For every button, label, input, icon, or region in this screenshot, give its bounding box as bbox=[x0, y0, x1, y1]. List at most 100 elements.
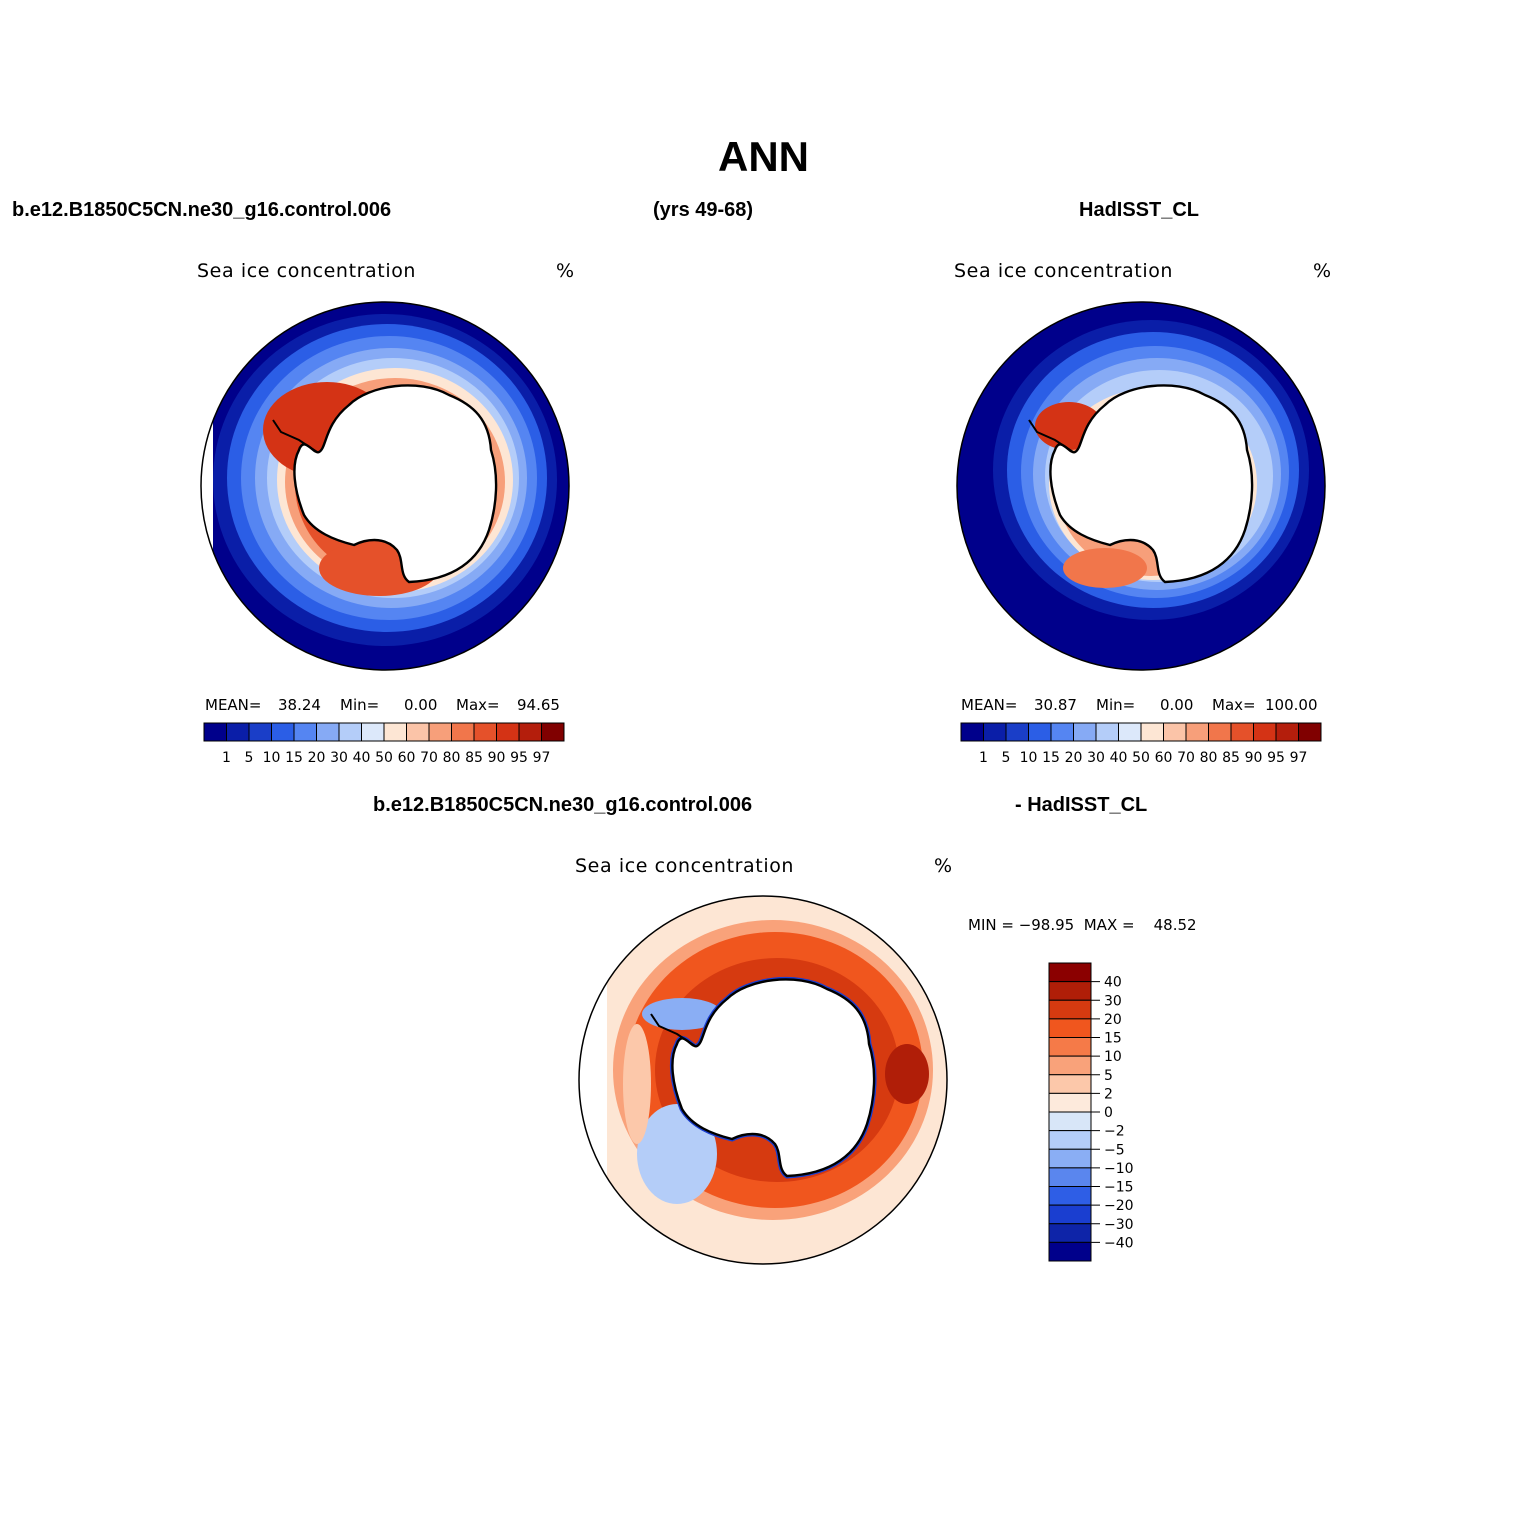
colorbar-box bbox=[496, 722, 520, 742]
colorbar-tick-label: 90 bbox=[1245, 750, 1263, 766]
obs-colorbar: 1 5 10 15 20 30 40 50 60 70 80 85 90 95 97 bbox=[960, 722, 1322, 766]
obs-max-value: 100.00 bbox=[1265, 696, 1318, 714]
colorbar-tick-label: −2 bbox=[1104, 1124, 1125, 1140]
colorbar-box bbox=[541, 722, 565, 742]
model-min-value: 0.00 bbox=[404, 696, 438, 714]
colorbar-box bbox=[338, 722, 362, 742]
colorbar-tick-label: 1 bbox=[222, 750, 231, 766]
colorbar-tick-label: −10 bbox=[1104, 1161, 1134, 1177]
colorbar-tick-label: −30 bbox=[1104, 1217, 1134, 1233]
colorbar-box bbox=[1095, 722, 1119, 742]
colorbar-tick-label: −40 bbox=[1104, 1235, 1134, 1251]
model-units-label: % bbox=[556, 260, 575, 282]
page-title: ANN bbox=[718, 133, 809, 180]
colorbar-tick-label: 95 bbox=[510, 750, 528, 766]
obs-mean-value: 30.87 bbox=[1034, 696, 1077, 714]
colorbar-tick-label: 5 bbox=[245, 750, 254, 766]
colorbar-tick-label: 15 bbox=[285, 750, 303, 766]
colorbar-tick-label: 2 bbox=[1104, 1086, 1113, 1102]
colorbar-box bbox=[1048, 1037, 1092, 1057]
colorbar-box bbox=[203, 722, 227, 742]
colorbar-tick-label: 30 bbox=[1104, 993, 1122, 1009]
model-variable-label: Sea ice concentration bbox=[197, 260, 417, 282]
diff-minmax: MIN = −98.95 MAX = 48.52 bbox=[968, 916, 1197, 934]
obs-min-value: 0.00 bbox=[1160, 696, 1194, 714]
colorbar-tick-label: 10 bbox=[1020, 750, 1038, 766]
colorbar-tick-label: −20 bbox=[1104, 1198, 1134, 1214]
colorbar-tick-label: 20 bbox=[1065, 750, 1083, 766]
colorbar-tick-label: 97 bbox=[533, 750, 551, 766]
colorbar-box bbox=[983, 722, 1007, 742]
model-mean-value: 38.24 bbox=[278, 696, 321, 714]
colorbar-tick-label: 20 bbox=[1104, 1012, 1122, 1028]
colorbar-tick-label: 40 bbox=[1110, 750, 1128, 766]
colorbar-box bbox=[1048, 1055, 1092, 1076]
difference-sea-ice-map bbox=[578, 895, 948, 1265]
colorbar-tick-label: 85 bbox=[1222, 750, 1240, 766]
colorbar-box bbox=[1253, 722, 1277, 742]
colorbar-tick-label: 80 bbox=[443, 750, 461, 766]
obs-name-header: HadISST_CL bbox=[1079, 199, 1200, 221]
colorbar-box bbox=[1050, 722, 1074, 742]
colorbar-box bbox=[1230, 722, 1254, 742]
colorbar-tick-label: 97 bbox=[1290, 750, 1308, 766]
colorbar-tick-label: 85 bbox=[465, 750, 483, 766]
colorbar-box bbox=[960, 722, 984, 742]
obs-variable-label: Sea ice concentration bbox=[954, 260, 1174, 282]
colorbar-box bbox=[1048, 981, 1092, 1001]
colorbar-tick-label: 20 bbox=[308, 750, 326, 766]
model-antarctica-outline bbox=[293, 384, 498, 584]
colorbar-box bbox=[1275, 722, 1299, 742]
colorbar-box bbox=[1073, 722, 1097, 742]
colorbar-tick-label: 70 bbox=[1177, 750, 1195, 766]
obs-units-label: % bbox=[1313, 260, 1332, 282]
colorbar-tick-label: 40 bbox=[353, 750, 371, 766]
colorbar-box bbox=[1140, 722, 1164, 742]
colorbar-box bbox=[1005, 722, 1029, 742]
colorbar-tick-label: 5 bbox=[1104, 1068, 1113, 1084]
colorbar-box bbox=[271, 722, 295, 742]
colorbar-tick-label: −5 bbox=[1104, 1142, 1125, 1158]
colorbar-tick-label: 0 bbox=[1104, 1105, 1113, 1121]
colorbar-tick-label: −15 bbox=[1104, 1180, 1134, 1196]
colorbar-box bbox=[293, 722, 317, 742]
colorbar-box bbox=[428, 722, 452, 742]
colorbar-box bbox=[1118, 722, 1142, 742]
colorbar-box bbox=[1163, 722, 1187, 742]
model-min-label: Min= bbox=[340, 696, 380, 714]
model-mean-label: MEAN= bbox=[205, 696, 262, 714]
obs-mean-label: MEAN= bbox=[961, 696, 1018, 714]
colorbar-box bbox=[1185, 722, 1209, 742]
colorbar-box bbox=[1208, 722, 1232, 742]
colorbar-box bbox=[1048, 1167, 1092, 1187]
colorbar-box bbox=[1048, 1092, 1092, 1113]
model-max-value: 94.65 bbox=[517, 696, 560, 714]
colorbar-tick-label: 50 bbox=[375, 750, 393, 766]
obs-min-label: Min= bbox=[1096, 696, 1136, 714]
colorbar-box bbox=[361, 722, 385, 742]
colorbar-box bbox=[1048, 999, 1092, 1020]
diff-case-name-header: b.e12.B1850C5CN.ne30_g16.control.006 bbox=[373, 794, 753, 816]
colorbar-box bbox=[248, 722, 272, 742]
colorbar-tick-label: 10 bbox=[1104, 1049, 1122, 1065]
colorbar-box bbox=[316, 722, 340, 742]
colorbar-tick-label: 40 bbox=[1104, 975, 1122, 991]
colorbar-tick-label: 70 bbox=[420, 750, 438, 766]
colorbar-tick-label: 50 bbox=[1132, 750, 1150, 766]
colorbar-tick-label: 30 bbox=[330, 750, 348, 766]
colorbar-box bbox=[451, 722, 475, 742]
obs-antarctica-outline bbox=[1049, 384, 1254, 584]
colorbar-box bbox=[1298, 722, 1322, 742]
colorbar-box bbox=[1048, 1223, 1092, 1243]
colorbar-tick-label: 1 bbox=[979, 750, 988, 766]
diff-obs-header: - HadISST_CL bbox=[1015, 794, 1148, 816]
colorbar-box bbox=[1028, 722, 1052, 742]
colorbar-tick-label: 95 bbox=[1267, 750, 1285, 766]
colorbar-tick-label: 90 bbox=[488, 750, 506, 766]
colorbar-box bbox=[1048, 1074, 1092, 1094]
colorbar-box bbox=[473, 722, 497, 742]
colorbar-box bbox=[226, 722, 250, 742]
colorbar-tick-label: 15 bbox=[1104, 1031, 1122, 1047]
model-colorbar: 1 5 10 15 20 30 40 50 60 70 80 85 90 95 97 bbox=[203, 722, 565, 766]
